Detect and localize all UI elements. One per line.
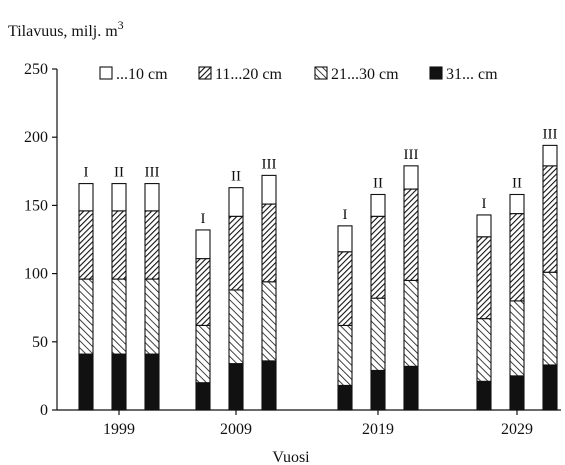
bar-roman-label: I [84,165,89,181]
bar-segment [144,210,160,280]
bar-segment [542,165,558,273]
legend-label: 11...20 cm [215,66,283,83]
bar-segment [144,278,160,355]
bar-roman-label: I [201,211,206,227]
legend-swatch [99,66,113,80]
bar-segment [370,297,386,371]
bar-roman-label: I [482,196,487,212]
bar-roman-label: I [343,207,348,223]
bar-segment [542,364,558,411]
legend-label: 31... cm [446,66,498,83]
bar-roman-label: II [373,175,383,191]
legend-swatch [429,66,443,80]
y-tick-label: 50 [32,334,48,351]
bar-segment [403,188,419,281]
legend-swatch [198,66,212,80]
bar-roman-label: III [262,156,277,172]
bar-segment [542,271,558,366]
bar-segment [476,380,492,411]
bar-segment [403,365,419,411]
bar-segment [261,174,277,205]
bar-segment [228,363,244,411]
bar-segment [476,236,492,320]
bar-segment [111,210,127,280]
y-axis-label-superscript: 3 [118,18,124,32]
bar-segment [195,229,211,260]
bar-segment [228,215,244,291]
legend-label: 21...30 cm [331,66,399,83]
bar-segment [509,300,525,377]
bar-segment [476,214,492,238]
legend: ...10 cm 11...20 cm 21...30 cm 31... cm [99,66,498,83]
y-tick-label: 0 [40,402,48,419]
bar-segment [261,203,277,283]
bar-segment [228,187,244,217]
bar-roman-label: II [114,165,124,181]
bar-segment [403,165,419,190]
bar-segment [195,258,211,326]
bar-segment [144,183,160,212]
bar-roman-label: III [404,147,419,163]
bar-segment [370,215,386,299]
bar-segment [403,279,419,367]
bar-segment [337,384,353,411]
bar-segment [337,225,353,253]
bar-segment [78,353,94,411]
bar-segment [509,375,525,411]
bar-segment [111,183,127,212]
legend-label: ...10 cm [116,66,168,83]
bar-roman-label: II [512,175,522,191]
bar-roman-label: II [231,169,241,185]
svg-text:Tilavuus, milj. m3: Tilavuus, milj. m3 [8,18,124,40]
bar-segment [509,193,525,215]
y-axis-label-text: Tilavuus, milj. m [8,23,118,40]
bar-segment [337,251,353,326]
y-tick-label: 100 [24,266,48,283]
bar-segment [261,281,277,362]
bar-segment [476,318,492,382]
y-tick-label: 250 [24,61,48,78]
bar-segment [195,382,211,411]
bar-segment [78,210,94,280]
bar-segment [542,144,558,167]
bar-segment [261,360,277,411]
x-axis-label: Vuosi [272,449,310,465]
y-tick-label: 200 [24,129,48,146]
axes: 0 50 100 150 200 250 1999 2009 2019 2029 [24,61,561,438]
y-axis-label: Tilavuus, milj. m3 [8,18,124,40]
legend-swatch [314,66,328,80]
x-tick-label: 1999 [103,421,135,438]
bar-segment [111,353,127,411]
bar-segment [509,213,525,302]
bar-roman-label: III [145,165,160,181]
bar-segment [144,353,160,411]
x-tick-label: 2009 [220,421,252,438]
bar-segment [195,324,211,384]
bar-segment [337,324,353,386]
bar-segment [370,193,386,217]
bar-segment [228,289,244,365]
bar-segment [370,369,386,411]
bar-roman-label: III [543,126,558,142]
bar-segment [78,278,94,355]
bar-segment [111,278,127,355]
bar-segment [78,183,94,212]
y-tick-label: 150 [24,197,48,214]
x-tick-label: 2019 [362,421,394,438]
x-tick-label: 2029 [501,421,533,438]
